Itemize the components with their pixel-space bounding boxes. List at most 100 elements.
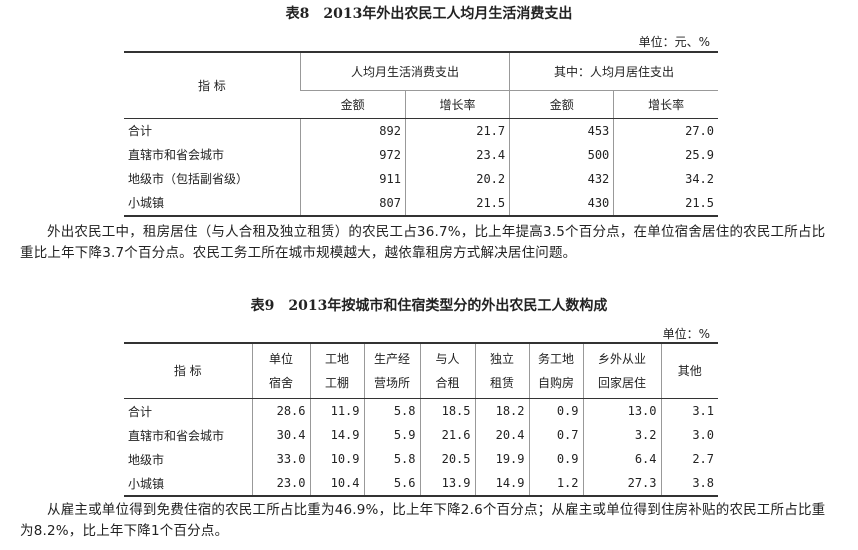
table-cell: 5.8	[363, 398, 420, 423]
table-cell: 14.9	[309, 423, 364, 447]
table-cell: 807	[299, 190, 406, 216]
table-cell: 3.8	[660, 471, 718, 496]
table9: 指 标单位 宿舍 工地 工棚 生产经 营场所 与人 合租 独立 租赁 务工地 自购房 乡外从业 回家居住其…	[124, 342, 718, 497]
table8-unit: 单位：元、%	[638, 35, 710, 49]
table-cell: 27.0	[613, 118, 718, 143]
table-row: 合计 892 21.7 453 27.0	[124, 118, 718, 143]
column-header-line: 租赁	[489, 376, 514, 390]
column-header-line: 营场所	[373, 376, 410, 390]
column-header: 其他	[660, 343, 718, 399]
column-header: 生产经 营场所	[363, 343, 420, 399]
table-cell: 3.1	[660, 398, 718, 423]
header-amount: 金额	[300, 90, 406, 119]
header-growth: 增长率	[613, 90, 718, 119]
table-cell: 30.4	[251, 423, 310, 447]
header-group-housing: 其中：人均月居住支出	[509, 52, 718, 91]
table-cell: 911	[299, 166, 406, 191]
table-cell: 892	[299, 118, 406, 143]
table-cell: 21.6	[419, 423, 475, 447]
table-cell: 20.5	[419, 447, 475, 471]
table-cell: 3.2	[582, 423, 661, 447]
table-cell: 19.9	[474, 447, 529, 471]
column-header: 务工地 自购房	[528, 343, 583, 399]
row-label: 地级市	[128, 452, 165, 467]
column-header-line: 独立	[489, 352, 514, 366]
column-header-line: 乡外从业	[597, 352, 646, 366]
column-header-line: 与人	[435, 352, 460, 366]
row-label: 合计	[128, 404, 153, 419]
table-cell: 27.3	[582, 471, 661, 496]
column-header-line: 生产经	[373, 352, 410, 366]
row-label: 直辖市和省会城市	[128, 148, 225, 162]
table-cell: 18.5	[419, 398, 475, 423]
table-row: 直辖市和省会城市 972 23.4 500 25.9	[124, 142, 718, 167]
row-label: 直辖市和省会城市	[128, 428, 225, 443]
table-cell: 0.9	[528, 398, 583, 423]
table-cell: 10.9	[309, 447, 364, 471]
table-cell: 0.7	[528, 423, 583, 447]
column-header: 单位 宿舍	[251, 343, 310, 399]
column-header-line: 其他	[677, 364, 702, 378]
table-cell: 5.9	[363, 423, 420, 447]
table-row: 直辖市和省会城市 30.4 14.9 5.9 21.6 20.4 0.7 3.2 3.0	[124, 423, 718, 447]
table-cell: 972	[299, 142, 406, 167]
column-header: 独立 租赁	[474, 343, 529, 399]
table8-title: 表8 2013年外出农民工人均月生活消费支出	[285, 6, 573, 22]
column-header-line: 自购房	[537, 376, 574, 390]
header-group-consumption: 人均月生活消费支出	[299, 52, 510, 91]
row-label: 小城镇	[128, 476, 165, 491]
table-row: 地级市 33.0 10.9 5.8 20.5 19.9 0.9 6.4 2.7	[124, 447, 718, 471]
table-cell: 28.6	[251, 398, 310, 423]
column-header-line: 工棚	[324, 376, 349, 390]
table-cell: 23.4	[404, 142, 510, 167]
row-label: 合计	[128, 124, 153, 138]
table-cell: 10.4	[309, 471, 364, 496]
table-cell: 14.9	[474, 471, 529, 496]
column-header-line: 回家居住	[597, 376, 646, 390]
column-header-line: 宿舍	[268, 376, 293, 390]
column-header: 与人 合租	[419, 343, 475, 399]
paragraph-housing-rent: 外出农民工中，租房居住（与人合租及独立租赁）的农民工占36.7%，比上年提高3.…	[20, 224, 826, 261]
table-cell: 21.7	[404, 118, 510, 143]
table-cell: 34.2	[613, 166, 718, 191]
table-cell: 13.9	[419, 471, 475, 496]
table-cell: 453	[509, 118, 614, 143]
table-cell: 18.2	[474, 398, 529, 423]
table-cell: 3.0	[660, 423, 718, 447]
table-cell: 23.0	[251, 471, 310, 496]
table-row: 小城镇 807 21.5 430 21.5	[124, 190, 718, 216]
column-header-line: 务工地	[537, 352, 574, 366]
table-cell: 430	[509, 190, 614, 216]
table-cell: 0.9	[528, 447, 583, 471]
table-cell: 432	[509, 166, 614, 191]
table-row: 地级市（包括副省级） 911 20.2 432 34.2	[124, 166, 718, 191]
table-cell: 6.4	[582, 447, 661, 471]
column-header-line: 合租	[435, 376, 460, 390]
column-header-line: 工地	[324, 352, 349, 366]
header-amount: 金额	[509, 90, 614, 119]
table-cell: 11.9	[309, 398, 364, 423]
table-cell: 5.6	[363, 471, 420, 496]
table-cell: 13.0	[582, 398, 661, 423]
column-header-line: 单位	[268, 352, 293, 366]
table-cell: 25.9	[613, 142, 718, 167]
table9-title: 表9 2013年按城市和住宿类型分的外出农民工人数构成	[250, 298, 608, 314]
header-indicator: 指 标	[124, 52, 301, 119]
table-cell: 20.4	[474, 423, 529, 447]
row-label: 地级市（包括副省级）	[128, 172, 249, 186]
table-row: 小城镇 23.0 10.4 5.6 13.9 14.9 1.2 27.3 3.8	[124, 471, 718, 496]
table-row: 合计 28.6 11.9 5.8 18.5 18.2 0.9 13.0 3.1	[124, 398, 718, 423]
table-cell: 20.2	[404, 166, 510, 191]
table-cell: 5.8	[363, 447, 420, 471]
paragraph-free-housing: 从雇主或单位得到免费住宿的农民工所占比重为46.9%，比上年下降2.6个百分点；…	[20, 502, 826, 539]
column-header: 乡外从业 回家居住	[582, 343, 661, 399]
table8: 指 标 人均月生活消费支出 其中：人均月居住支出 金额 增长率 金额 增长率 合…	[124, 51, 718, 217]
table9-unit: 单位：%	[662, 327, 710, 341]
table-cell: 33.0	[251, 447, 310, 471]
table-cell: 21.5	[404, 190, 510, 216]
row-label: 小城镇	[128, 196, 165, 210]
table-cell: 500	[509, 142, 614, 167]
table-cell: 1.2	[528, 471, 583, 496]
header-indicator: 指 标	[124, 343, 252, 399]
table-cell: 2.7	[660, 447, 718, 471]
